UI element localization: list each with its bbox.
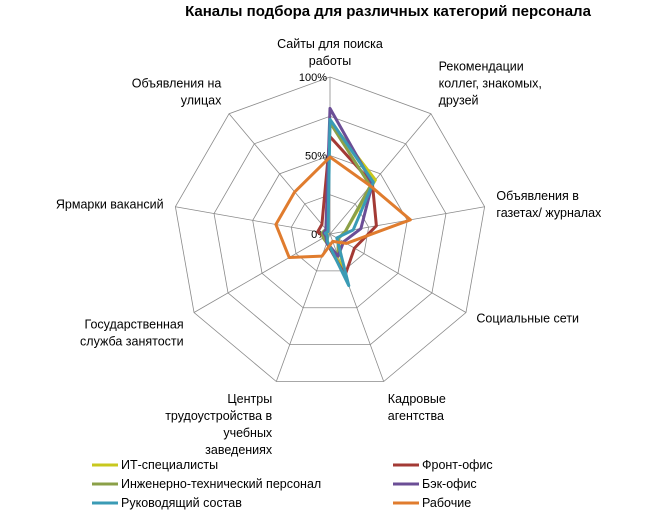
- category-label-line: коллег, знакомых,: [439, 77, 542, 91]
- category-label-5: Кадровые агентства: [388, 392, 446, 423]
- grid-spoke-7: [193, 233, 331, 313]
- category-labels: Сайты для поиска работы Рекомендации коллег…: [56, 37, 602, 457]
- category-label-3: Объявления в газетах/ журналах: [496, 189, 602, 220]
- category-label-2: Рекомендации коллег, знакомых, друзей: [439, 60, 542, 108]
- legend-label-5: Руководящий состав: [121, 496, 242, 510]
- category-label-line: трудоустройства в: [165, 409, 272, 423]
- category-label-8: Ярмарки вакансий: [56, 198, 164, 212]
- category-label-line: Центры: [227, 392, 272, 406]
- tick-label-3: 100%: [299, 72, 327, 84]
- category-label-7: Государственная служба занятости: [80, 318, 184, 349]
- category-label-9: Объявления на улицах: [132, 77, 222, 108]
- category-label-line: служба занятости: [80, 335, 184, 349]
- tick-label-2: 50%: [305, 151, 327, 163]
- data-series: [274, 106, 412, 288]
- category-label-1: Сайты для поиска работы: [277, 37, 383, 68]
- grid-spoke-6: [275, 233, 331, 382]
- category-label-line: газетах/ журналах: [496, 206, 602, 220]
- category-label-line: агентства: [388, 409, 444, 423]
- grid-ring-4: [174, 76, 486, 382]
- category-label-line: учебных: [223, 426, 273, 440]
- grid-ring-3: [213, 115, 447, 346]
- grid-spoke-9: [228, 113, 331, 235]
- grid-ring-2: [252, 155, 408, 309]
- grid-spoke-8: [175, 206, 331, 235]
- grid-spoke-4: [329, 233, 467, 313]
- category-label-line: Ярмарки вакансий: [56, 198, 164, 212]
- grid-spoke-5: [329, 233, 385, 382]
- series-line-5: [323, 117, 375, 288]
- category-label-line: Социальные сети: [476, 312, 579, 326]
- chart-title: Каналы подбора для различных категорий п…: [185, 3, 592, 20]
- category-label-line: Государственная: [85, 318, 184, 332]
- category-label-6: Центры трудоустройства в учебных заведениях: [165, 392, 273, 457]
- category-label-line: Объявления на: [132, 77, 222, 91]
- series-line-6: [274, 155, 412, 260]
- legend-label-1: ИТ-специалисты: [121, 458, 218, 472]
- category-label-line: Объявления в: [496, 189, 579, 203]
- legend-label-2: Фронт-офис: [422, 458, 493, 472]
- legend-label-6: Рабочие: [422, 496, 471, 510]
- category-label-line: работы: [309, 54, 351, 68]
- grid-ring-1: [290, 194, 370, 272]
- category-label-line: Рекомендации: [439, 60, 524, 74]
- category-label-line: Сайты для поиска: [277, 37, 383, 51]
- legend-label-3: Инженерно-технический персонал: [121, 477, 321, 491]
- legend: ИТ-специалисты Фронт-офис Инженерно-технич…: [92, 458, 493, 510]
- category-label-4: Социальные сети: [476, 312, 579, 326]
- category-label-line: заведениях: [205, 443, 273, 457]
- grid-spoke-2: [329, 113, 432, 235]
- category-label-line: Кадровые: [388, 392, 446, 406]
- category-label-line: друзей: [439, 94, 479, 108]
- legend-label-4: Бэк-офис: [422, 477, 477, 491]
- category-label-line: улицах: [181, 94, 222, 108]
